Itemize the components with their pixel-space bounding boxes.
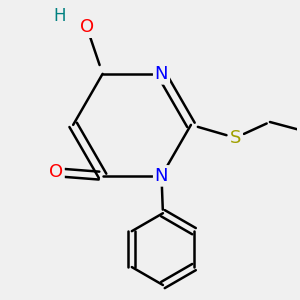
Text: O: O <box>80 18 94 36</box>
Text: N: N <box>155 167 168 185</box>
Text: N: N <box>155 65 168 83</box>
Text: O: O <box>49 163 63 181</box>
Text: H: H <box>53 8 66 26</box>
Text: S: S <box>230 129 241 147</box>
